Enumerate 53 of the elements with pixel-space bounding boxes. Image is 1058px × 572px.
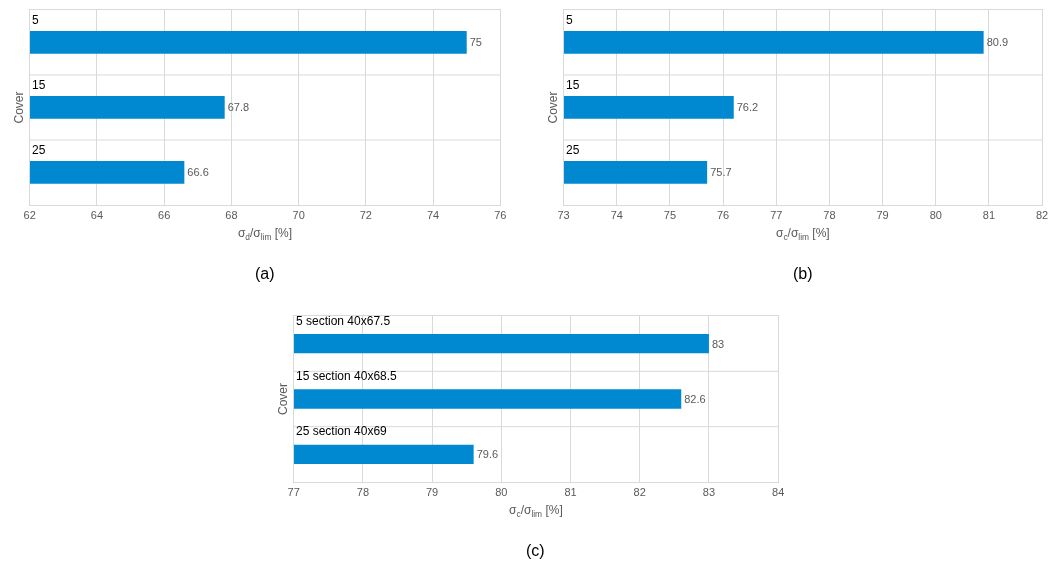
x-tick-label: 82 xyxy=(1035,209,1049,222)
x-tick-label: 74 xyxy=(426,209,440,222)
x-tick-label: 74 xyxy=(610,209,623,222)
y-tick-label: 5 xyxy=(32,13,39,27)
x-tick-label: 70 xyxy=(292,209,305,222)
y-axis-title: Cover xyxy=(545,91,560,124)
x-tick-label: 77 xyxy=(770,209,783,222)
x-tick-label: 80 xyxy=(929,209,942,222)
text: (b) xyxy=(793,265,813,282)
x-tick-label: 76 xyxy=(716,209,730,222)
data-label: 79.6 xyxy=(476,448,499,461)
x-tick-label: 81 xyxy=(982,209,996,222)
data-label: 82.6 xyxy=(684,393,706,405)
y-tick-label: 25 xyxy=(566,143,580,157)
y-tick-label: 15 xyxy=(566,78,580,92)
text: (a) xyxy=(255,265,275,282)
x-tick-label: 79 xyxy=(876,209,889,222)
data-label: 76.2 xyxy=(736,101,759,114)
x-tick-label: 77 xyxy=(287,486,300,499)
x-tick-label: 64 xyxy=(90,209,104,222)
x-tick-label: 62 xyxy=(23,209,36,222)
x-tick-label: 76 xyxy=(494,209,507,222)
x-tick-label: 66 xyxy=(158,209,171,222)
y-tick-label: 15 xyxy=(32,78,46,92)
x-axis-title: σ$_{c}$/σ$_{lim}$ [%] xyxy=(776,226,830,242)
x-tick-label: 84 xyxy=(772,486,785,499)
x-tick-label: 79 xyxy=(425,486,439,499)
x-tick-label: 81 xyxy=(564,486,577,499)
y-tick-label: 25 xyxy=(32,143,46,157)
data-label: 83 xyxy=(711,337,725,350)
y-tick-label: 15 section 40x68.5 xyxy=(296,369,398,383)
x-tick-label: 73 xyxy=(557,209,570,222)
x-tick-label: 72 xyxy=(359,209,372,222)
data-label: 66.6 xyxy=(187,166,209,179)
data-label: 67.8 xyxy=(227,101,250,114)
text: (c) xyxy=(526,542,545,559)
y-tick-label: 25 section 40x69 xyxy=(296,424,388,438)
x-tick-label: 78 xyxy=(356,486,370,499)
y-axis-title: Cover xyxy=(276,382,290,416)
x-axis-title: σ$_{d}$/σ$_{lim}$ [%] xyxy=(237,226,293,242)
x-tick-label: 75 xyxy=(663,209,677,222)
x-axis-title: σ$_{c}$/σ$_{lim}$ [%] xyxy=(509,503,563,519)
x-tick-label: 78 xyxy=(823,209,836,222)
x-tick-label: 80 xyxy=(495,486,508,499)
x-tick-label: 82 xyxy=(633,486,646,499)
y-axis-title: Cover xyxy=(12,91,27,124)
y-tick-label: 5 xyxy=(566,13,573,27)
data-label: 75 xyxy=(469,36,482,49)
x-tick-label: 68 xyxy=(225,209,238,222)
data-label: 75.7 xyxy=(710,166,732,179)
y-tick-label: 5 section 40x67.5 xyxy=(296,314,391,328)
x-tick-label: 83 xyxy=(702,486,716,499)
data-label: 80.9 xyxy=(986,36,1009,49)
